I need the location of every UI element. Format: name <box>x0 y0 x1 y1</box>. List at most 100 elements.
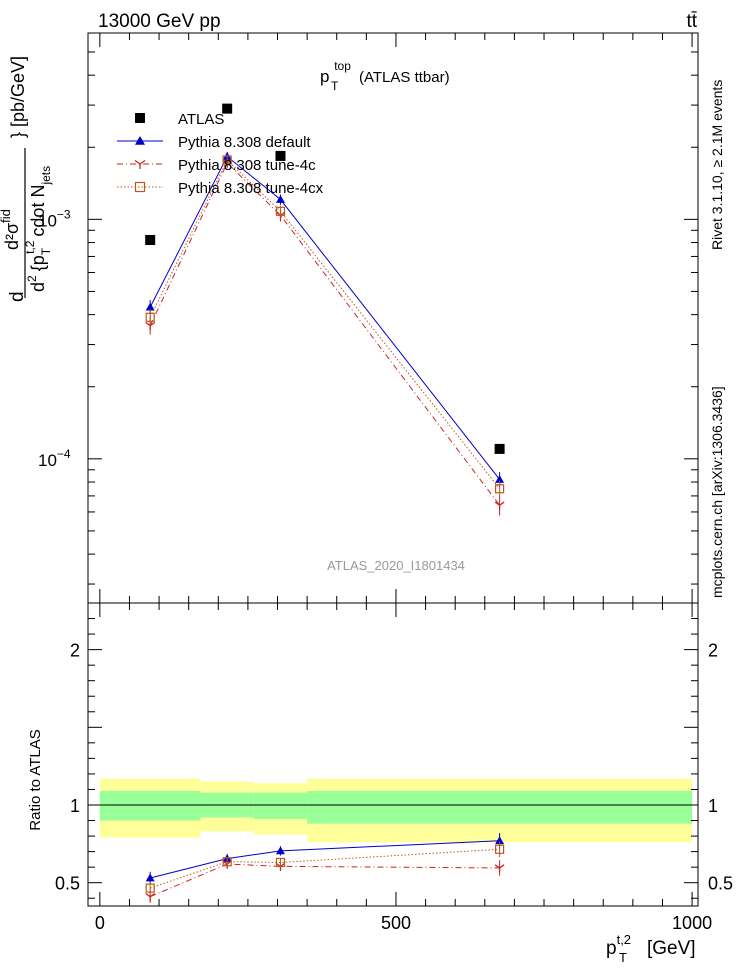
ratio-ylabel: Ratio to ATLAS <box>27 729 44 830</box>
default-marker <box>145 873 155 882</box>
xlabel: pt,2 T [GeV] <box>606 932 696 965</box>
marker-stroke <box>145 892 151 898</box>
main-series <box>145 103 505 516</box>
marker-stroke <box>134 159 141 165</box>
ylabel-units: } [pb/GeV] <box>8 56 28 138</box>
ratio-y-tick-label: 0.5 <box>55 874 80 894</box>
ylabel-two: 2 <box>25 275 39 282</box>
legend-label-atlas: ATLAS <box>178 111 224 128</box>
default-line <box>149 155 500 480</box>
atlas-marker <box>494 443 505 454</box>
tune4cx-line <box>149 159 500 490</box>
ratio-y-tick-label-right: 0.5 <box>708 874 733 894</box>
default-marker <box>275 846 285 855</box>
default-marker <box>495 474 505 483</box>
ylabel-d2-lower: d <box>28 282 48 292</box>
default-marker <box>145 302 155 311</box>
main-panel-ticks <box>88 32 698 603</box>
legend: ATLAS Pythia 8.308 default Pythia 8.308 tu… <box>117 111 324 197</box>
ratio-panel-frame <box>87 602 699 907</box>
ratio-y-tick-label: 2 <box>70 641 80 661</box>
ylabel-p: {p <box>28 255 48 271</box>
default-marker <box>275 195 285 203</box>
ylabel-sup-t2: t,2 <box>23 240 37 254</box>
main-panel: 10−410−310−2 p top T (ATLAS ttbar) ATLAS… <box>0 32 699 604</box>
xlabel-units: [GeV] <box>647 938 696 959</box>
marker-stroke <box>139 159 146 165</box>
ylabel-sub-T: T <box>39 247 53 255</box>
ratio-x-tick-label: 500 <box>381 913 411 933</box>
tune4c-series <box>145 158 505 516</box>
marker-stroke <box>149 321 156 327</box>
ylabel-fid: fid <box>0 209 13 223</box>
default-marker <box>495 836 505 845</box>
title-sub: T <box>331 79 339 93</box>
xlabel-sup: t,2 <box>617 932 631 947</box>
ylabel-cdot: cdot N <box>28 185 48 237</box>
ratio-panel-tick-labels: 0.5 0.5 1 1 2 2 0 500 1000 <box>55 641 733 933</box>
main-panel-tick-labels: 10−410−310−2 <box>38 207 71 470</box>
watermark: ATLAS_2020_I1801434 <box>327 558 465 573</box>
atlas-marker <box>135 113 145 123</box>
main-y-tick-label: 10−4 <box>38 447 71 470</box>
tune4c-marker <box>134 159 146 169</box>
default-marker <box>135 136 145 145</box>
default-series <box>145 151 505 488</box>
tune4cx-marker <box>222 857 232 867</box>
tune4cx-marker <box>222 155 232 165</box>
legend-label-tune4c: Pythia 8.308 tune-4c <box>178 157 316 174</box>
legend-label-default: Pythia 8.308 default <box>178 134 311 151</box>
title-rest: (ATLAS ttbar) <box>359 69 450 86</box>
panel-title: p top T (ATLAS ttbar) <box>320 55 450 94</box>
ratio-x-tick-label: 1000 <box>672 913 712 933</box>
tune4cx-marker <box>145 883 155 893</box>
ylabel-d-numer: d²σ <box>2 223 22 250</box>
tune4cx-marker <box>495 844 505 854</box>
tune4cx-series <box>145 841 505 895</box>
main-ylabel: d²σfid d d2{pTt,2cdot Njets } [pb/GeV] <box>0 56 53 302</box>
tune4cx-marker <box>134 181 146 193</box>
marker-stroke <box>494 864 500 869</box>
main-y-tick-label: 10−3 <box>38 207 71 230</box>
ylabel-jets: jets <box>39 166 53 186</box>
ratio-y-tick-label-right: 1 <box>708 796 718 816</box>
atlas-marker <box>275 150 286 161</box>
tune4c-line <box>149 863 500 898</box>
atlas-marker <box>222 103 233 114</box>
header-right: tt̄ <box>686 11 697 32</box>
mcplots-label: mcplots.cern.ch [arXiv:1306.3436] <box>709 386 725 598</box>
legend-label-tune4cx: Pythia 8.308 tune-4cx <box>178 180 324 197</box>
default-line <box>150 840 500 879</box>
tune4cx-marker <box>495 484 505 494</box>
tick-exponent: −3 <box>57 207 71 221</box>
ratio-bands <box>99 778 693 843</box>
rivet-label: Rivet 3.1.10, ≥ 2.1M events <box>709 80 725 250</box>
marker-stroke <box>149 892 156 898</box>
atlas-series <box>145 103 505 454</box>
tick-base: 10 <box>38 211 57 230</box>
marker-stroke <box>499 501 505 506</box>
tune4c-line <box>149 162 501 506</box>
tick-base: 10 <box>38 451 57 470</box>
atlas-marker <box>145 234 156 245</box>
tune4c-marker <box>145 321 156 331</box>
xlabel-sub: T <box>619 950 627 965</box>
ylabel-d: d <box>7 291 28 302</box>
ylabel-lower: d2 {pTt,2 cdot Njets <box>23 166 53 292</box>
tune4cx-line <box>150 848 500 889</box>
ratio-y-tick-label-right: 2 <box>708 641 718 661</box>
tune4cx-marker <box>145 312 155 322</box>
ratio-inner-band <box>253 792 308 819</box>
tune4c-marker <box>494 501 505 510</box>
ratio-panel: 0.5 0.5 1 1 2 2 0 500 1000 Ratio to ATLAS pt,2 T [… <box>27 602 733 965</box>
ratio-panel-ticks <box>88 602 698 906</box>
marker-stroke <box>494 501 500 506</box>
marker-stroke <box>145 321 151 327</box>
title-sup: top <box>334 59 351 73</box>
ratio-x-tick-label: 0 <box>95 913 105 933</box>
header-left: 13000 GeV pp <box>98 11 221 32</box>
title-p: p <box>320 67 329 86</box>
tune4c-marker <box>494 864 505 873</box>
ratio-inner-band <box>99 791 201 821</box>
